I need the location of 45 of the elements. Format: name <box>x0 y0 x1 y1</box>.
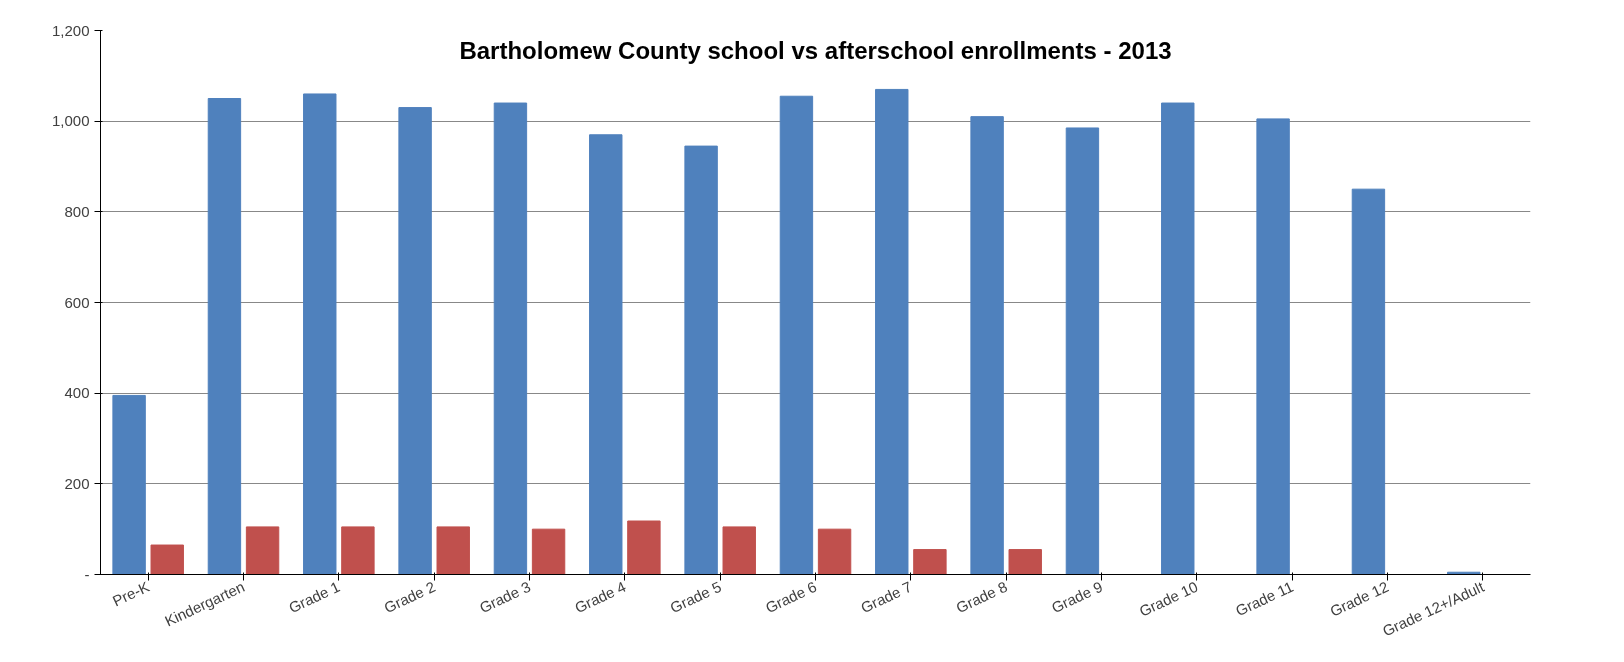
bar <box>398 107 432 575</box>
bar <box>684 145 718 575</box>
bar <box>627 520 661 575</box>
bar <box>817 528 852 575</box>
bar <box>341 526 375 575</box>
bar <box>1256 118 1290 575</box>
y-tick-label: 800 <box>64 202 90 220</box>
x-tick-label: Grade 12 <box>1327 577 1392 620</box>
bar <box>436 526 470 575</box>
x-tick-label: Grade 9 <box>1048 577 1106 617</box>
x-tick-label: Grade 3 <box>476 577 534 617</box>
bar <box>722 526 756 575</box>
x-tick-label: Grade 8 <box>953 577 1010 617</box>
bar <box>875 88 909 575</box>
bar <box>1161 102 1195 575</box>
y-tick-label: 200 <box>64 474 90 492</box>
bar <box>589 134 623 575</box>
y-tick-label: 1,200 <box>51 21 90 39</box>
y-tick-label: 1,000 <box>51 112 90 130</box>
x-tick-label: Grade 6 <box>762 577 820 617</box>
x-tick-label: Pre-K <box>109 577 152 610</box>
x-tick-label: Grade 4 <box>572 577 629 617</box>
bar <box>913 549 947 575</box>
x-tick-label: Grade 1 <box>286 577 343 617</box>
x-tick-label: Grade 10 <box>1136 577 1201 620</box>
x-tick-label: Grade 11 <box>1232 577 1296 620</box>
chart-title: Bartholomew County school vs afterschool enrollments - 2013 <box>459 36 1172 64</box>
bar <box>970 116 1004 575</box>
x-tick-label: Grade 7 <box>858 577 915 617</box>
y-tick-label: - <box>84 565 90 583</box>
x-tick-label: Grade 5 <box>667 577 724 617</box>
bar <box>245 526 280 575</box>
bar <box>1065 127 1100 575</box>
y-tick-label: 400 <box>64 384 90 402</box>
y-tick-label: 600 <box>64 293 90 311</box>
bar <box>303 93 337 575</box>
x-tick-label: Grade 2 <box>381 577 438 617</box>
bar <box>779 95 814 575</box>
bar <box>493 102 528 575</box>
bar <box>150 544 184 575</box>
bar <box>531 528 566 575</box>
bar <box>1008 549 1042 575</box>
bar <box>207 98 242 575</box>
bar <box>112 394 146 575</box>
bar <box>1351 188 1386 575</box>
